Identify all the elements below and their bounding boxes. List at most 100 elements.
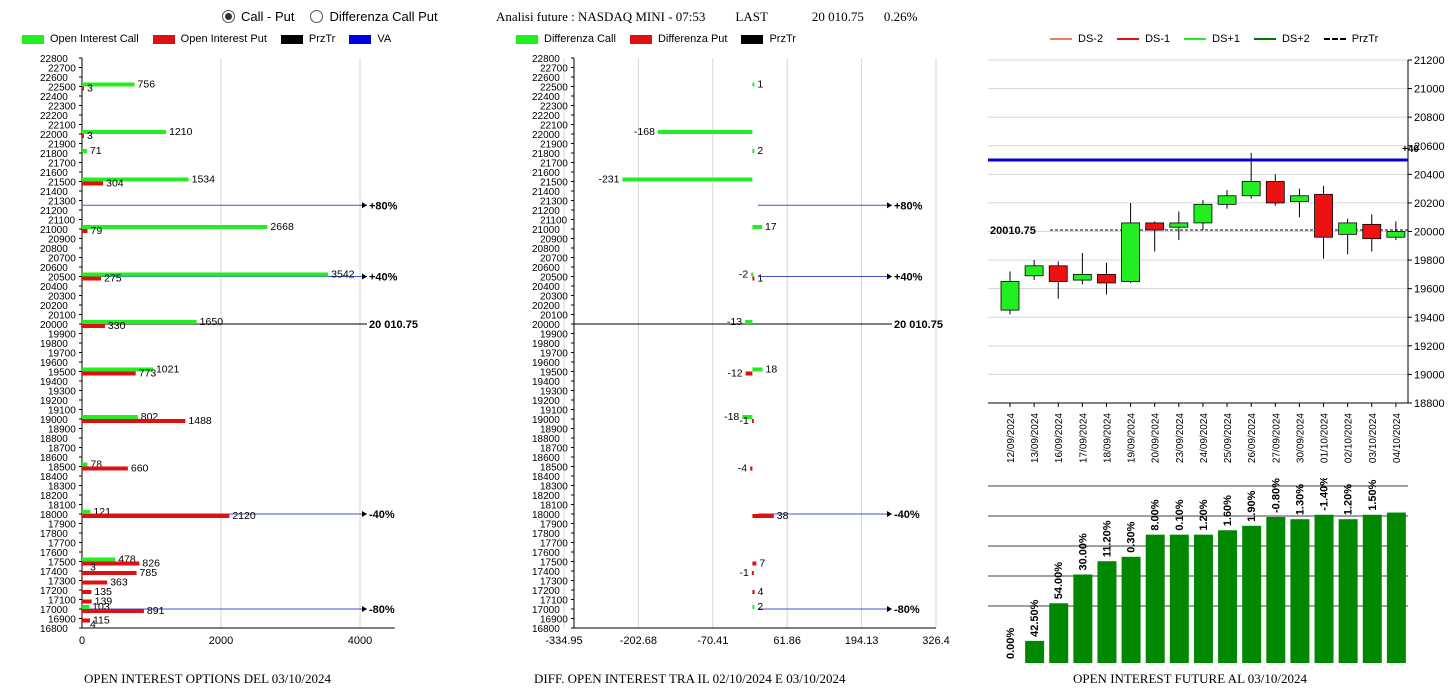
bar xyxy=(82,580,108,585)
bar xyxy=(752,605,755,609)
bar-value-label: 3 xyxy=(87,130,93,142)
bar xyxy=(82,514,230,518)
bar xyxy=(82,177,189,182)
bar xyxy=(82,561,140,566)
legend-item-ds+1: DS+1 xyxy=(1184,33,1240,45)
legend-item-oi-call: Open Interest Call xyxy=(22,33,139,45)
bar-value-label: 2668 xyxy=(270,221,294,233)
bar xyxy=(752,82,755,87)
y-tick-label: 17800 xyxy=(40,529,68,540)
level-label: +80% xyxy=(369,200,398,212)
bar-value-label: 330 xyxy=(108,320,126,332)
y-tick-label: 19800 xyxy=(1414,255,1445,267)
y-tick-label: 21700 xyxy=(540,159,568,170)
radio-differenza-label: Differenza Call Put xyxy=(329,9,438,24)
bar-value-label: 1 xyxy=(757,273,763,285)
level-arrow xyxy=(887,202,892,209)
y-tick-label: 22500 xyxy=(48,83,76,94)
y-tick-label: 21300 xyxy=(540,197,568,208)
y-tick-label: 18400 xyxy=(40,472,68,483)
bar-value-label: 2120 xyxy=(232,510,256,522)
y-tick-label: 21200 xyxy=(40,206,68,217)
x-tick-label: 0 xyxy=(79,635,85,647)
y-tick-label: 19400 xyxy=(40,377,68,388)
radio-call-put[interactable]: Call - Put xyxy=(222,9,294,24)
x-tick-label: 24/09/2024 xyxy=(1199,413,1210,463)
bar-value-label: 756 xyxy=(138,79,156,91)
bar-value-label: 2 xyxy=(757,601,763,613)
bar-value-label: -1 xyxy=(739,567,748,579)
candle-body xyxy=(1314,193,1333,238)
candlestick-chart: 18800 19000 19200 19400 19600 19800 20000 20200… xyxy=(988,55,1445,463)
legend-item-ds+2: DS+2 xyxy=(1253,33,1310,45)
bar xyxy=(82,276,102,281)
y-tick-label: 20600 xyxy=(1414,141,1445,153)
bar-value-label: 42.50% xyxy=(1029,599,1041,637)
bar xyxy=(1025,640,1045,663)
y-tick-label: 17700 xyxy=(540,539,568,550)
y-tick-label: 20900 xyxy=(540,235,568,246)
bar-value-label: -18 xyxy=(724,411,739,423)
header-last-value: 20 010.75 xyxy=(811,9,864,24)
y-tick-label: 19700 xyxy=(48,349,76,360)
radio-differenza-indicator[interactable] xyxy=(310,10,324,23)
y-tick-label: 20000 xyxy=(1414,227,1445,239)
bar-value-label: 3 xyxy=(90,561,96,573)
bar-value-label: 4 xyxy=(90,618,96,630)
y-tick-label: 19600 xyxy=(1414,284,1445,296)
legend-label: DS+1 xyxy=(1212,33,1240,45)
y-tick-label: 19200 xyxy=(40,396,68,407)
bar-value-label: 826 xyxy=(142,558,160,570)
candle-body xyxy=(1217,195,1237,205)
x-tick-label: 23/09/2024 xyxy=(1175,413,1186,463)
y-tick-label: 18100 xyxy=(48,501,76,512)
y-tick-label: 19100 xyxy=(48,406,76,417)
y-tick-label: 21000 xyxy=(40,225,68,236)
y-tick-label: 22300 xyxy=(48,102,76,113)
level-arrow xyxy=(362,511,367,517)
bar-value-label: 30.00% xyxy=(1077,533,1089,571)
legend-swatch xyxy=(280,34,303,44)
bar xyxy=(1145,534,1165,663)
y-tick-label: 17500 xyxy=(540,558,568,569)
legend-label: VA xyxy=(377,33,392,45)
y-tick-label: 20500 xyxy=(540,273,568,284)
legend-line xyxy=(1050,38,1072,40)
radio-call-put-indicator[interactable] xyxy=(222,10,235,23)
bar-value-label: 71 xyxy=(90,145,102,157)
y-tick-label: 19400 xyxy=(1414,312,1445,324)
x-tick-label: 03/10/2024 xyxy=(1368,413,1379,463)
view-mode-radio-group: Call - Put Differenza Call Put xyxy=(222,9,438,24)
y-tick-label: 18200 xyxy=(40,491,68,502)
candle-body xyxy=(1386,231,1406,238)
y-tick-label: 17600 xyxy=(532,548,560,559)
bar-value-label: 660 xyxy=(131,463,149,475)
percent-bar-chart: 0.00% 42.50% 54.00% 30.00% 11.20% 0.30% 8.00% 0… xyxy=(988,478,1408,663)
legend-label: DS-1 xyxy=(1145,33,1171,45)
bar-value-label: 1 xyxy=(757,79,763,91)
y-tick-label: 18300 xyxy=(540,482,568,493)
bar-value-label: 1.50% xyxy=(1367,479,1379,510)
y-tick-label: 22200 xyxy=(532,111,560,122)
bar-value-label: 304 xyxy=(106,178,124,190)
legend-label: PrzTr xyxy=(1351,33,1379,45)
y-tick-label: 19200 xyxy=(532,396,560,407)
bar xyxy=(82,466,128,471)
level-arrow xyxy=(362,273,367,280)
level-label: -80% xyxy=(894,604,920,616)
y-tick-label: 20000 xyxy=(40,320,68,331)
price-label: 20010.75 xyxy=(990,225,1036,237)
x-tick-label: 25/09/2024 xyxy=(1223,413,1234,463)
legend-line xyxy=(1323,38,1346,40)
y-tick-label: 19900 xyxy=(48,330,76,341)
x-tick-label: 04/10/2024 xyxy=(1392,413,1403,463)
legend-item-va: VA xyxy=(349,33,391,45)
bar xyxy=(622,177,753,182)
y-tick-label: 21800 xyxy=(40,149,68,160)
y-tick-label: 17000 xyxy=(40,605,68,616)
y-tick-label: 18600 xyxy=(40,453,68,464)
legend-label: Open Interest Put xyxy=(180,33,267,45)
candle-body xyxy=(1290,195,1309,202)
y-tick-label: 18600 xyxy=(532,453,560,464)
radio-differenza[interactable]: Differenza Call Put xyxy=(310,9,438,24)
